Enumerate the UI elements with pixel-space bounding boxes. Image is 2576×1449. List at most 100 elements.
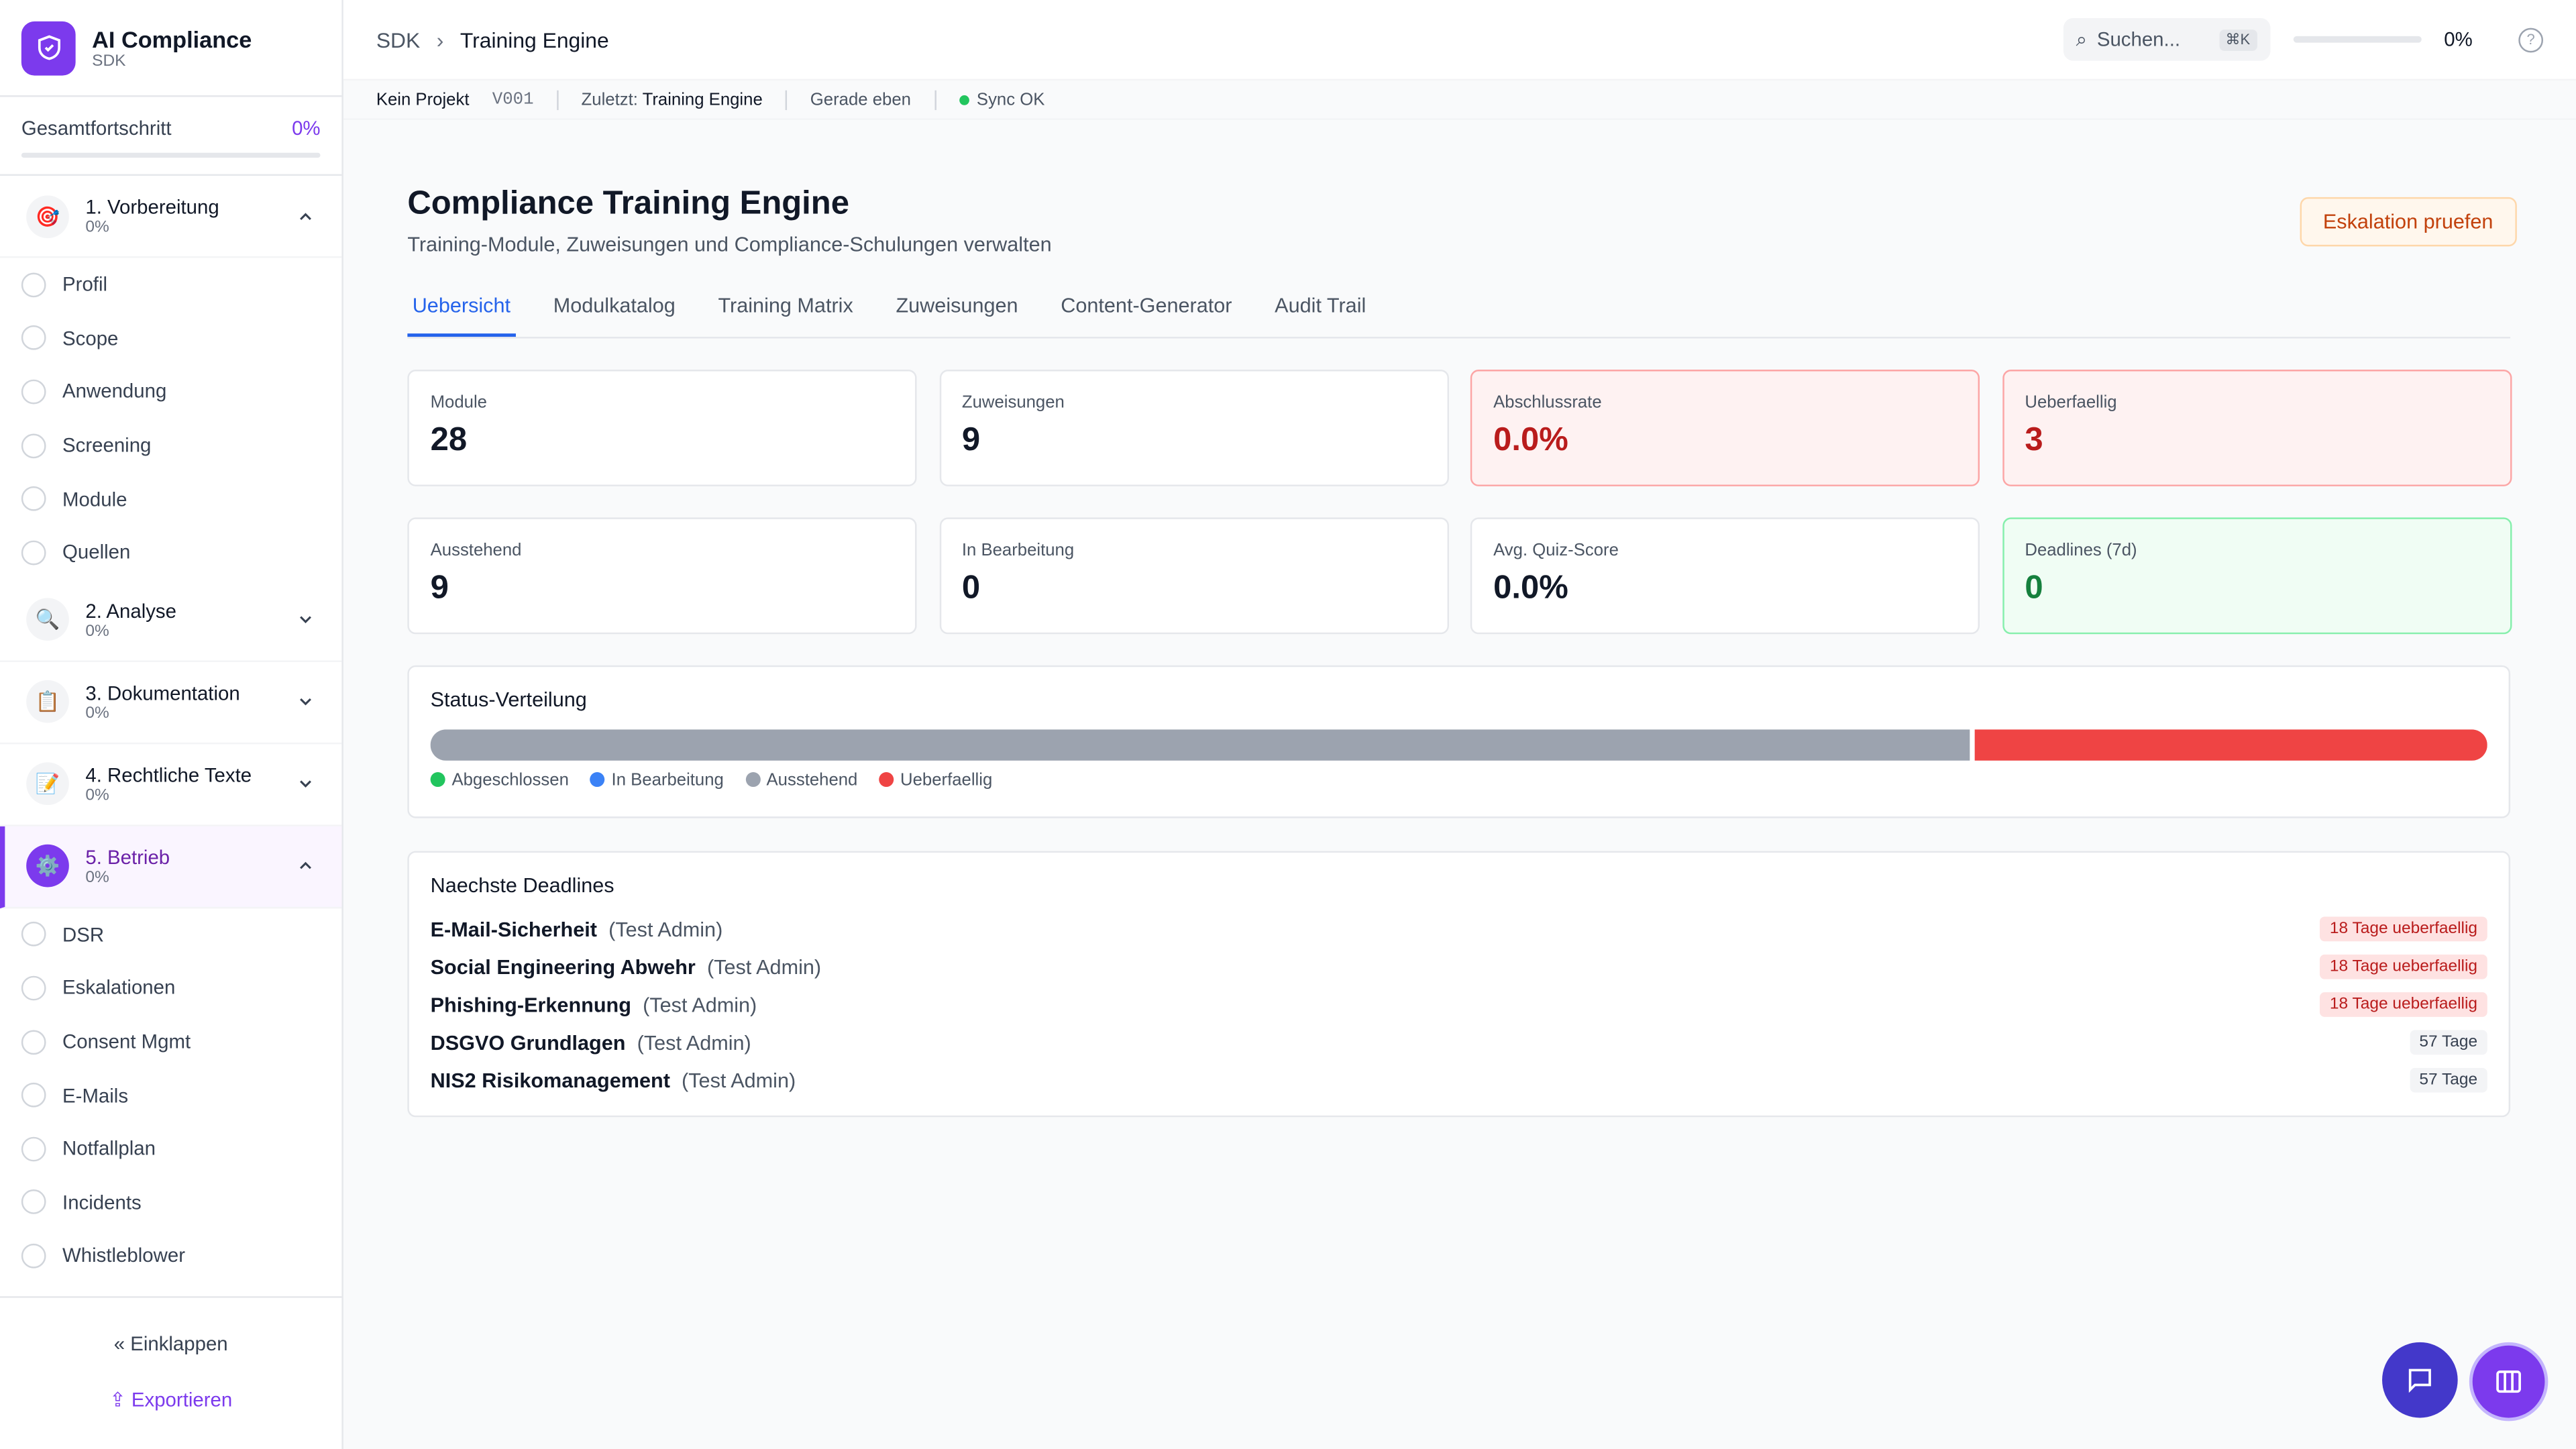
deadline-badge: 18 Tage ueberfaellig: [2320, 954, 2487, 979]
nav-item[interactable]: E-Mails: [0, 1069, 341, 1122]
user: (Test Admin): [608, 917, 723, 941]
tab[interactable]: Training Matrix: [718, 294, 853, 317]
module: Social Engineering Abwehr: [430, 955, 696, 979]
section-header[interactable]: 🎯 1. Vorbereitung 0%: [0, 176, 342, 258]
chat-button[interactable]: [2382, 1342, 2458, 1418]
brand-name: AI Compliance: [92, 25, 252, 52]
panel-button[interactable]: [2469, 1342, 2548, 1421]
tab[interactable]: Uebersicht: [407, 294, 516, 337]
deadline-row: NIS2 Risikomanagement (Test Admin) 57 Tage: [431, 1061, 2487, 1099]
deadlines-card: Naechste Deadlines E-Mail-Sicherheit (Test…: [407, 851, 2511, 1118]
stat-value: 0: [2025, 570, 2043, 606]
export-label: Exportieren: [131, 1388, 233, 1411]
nav-label: Incidents: [62, 1191, 142, 1214]
tab[interactable]: Audit Trail: [1275, 294, 1366, 317]
stat-label: Ausstehend: [430, 540, 522, 561]
main: SDK › Training Engine ⌕ Suchen... ⌘K 0%? Kein…: [343, 0, 2576, 1449]
section-progress: 0%: [85, 622, 109, 641]
nav-item[interactable]: Eskalationen: [0, 961, 341, 1015]
chevron: [300, 212, 311, 219]
shortcut: ⌘K: [2218, 28, 2257, 50]
tab[interactable]: Modulkatalog: [553, 294, 676, 317]
overall-progress: Gesamtfortschritt 0%: [0, 97, 342, 176]
help[interactable]: ?: [2518, 27, 2544, 52]
status-segment: [430, 729, 1970, 761]
section-header[interactable]: 🔍 2. Analyse 0%: [0, 579, 342, 661]
section-header[interactable]: 📝 4. Rechtliche Texte 0%: [0, 743, 342, 826]
nav-label: Quellen: [62, 541, 131, 564]
stat-card: Abschlussrate 0.0%: [1470, 370, 1980, 486]
page-subtitle: Training-Module, Zuweisungen und Complia…: [407, 233, 1052, 257]
nav-label: Screening: [62, 433, 152, 458]
search[interactable]: ⌕ Suchen... ⌘K: [2063, 17, 2270, 61]
nav-item[interactable]: DSR: [0, 908, 341, 961]
tab[interactable]: Content-Generator: [1061, 294, 1232, 317]
section-icon: 📝: [26, 762, 69, 806]
stat-value: 0: [961, 570, 981, 606]
nav-item[interactable]: Whistleblower: [0, 1229, 341, 1283]
stat-value: 0.0%: [1493, 422, 1568, 459]
legend-label: In Bearbeitung: [611, 770, 724, 790]
nav-label: E-Mails: [62, 1083, 129, 1107]
time: Gerade eben: [810, 89, 911, 109]
topbar: SDK › Training Engine ⌕ Suchen... ⌘K 0%?: [343, 0, 2576, 81]
last-label: Zuletzt:: [581, 89, 638, 109]
user: (Test Admin): [643, 993, 757, 1016]
nav-item[interactable]: Quellen: [0, 526, 341, 580]
nav-label: Whistleblower: [62, 1244, 186, 1268]
legend-item: Ausstehend: [745, 771, 857, 790]
nav-label: DSR: [62, 922, 105, 947]
statusbar: Kein Projekt V001 Zuletzt: Training Engine…: [343, 80, 2576, 120]
nav-item[interactable]: Screening: [0, 419, 341, 472]
stat-label: Abschlussrate: [1493, 392, 1602, 413]
nav-item[interactable]: Anwendung: [0, 365, 341, 419]
deadline-row: E-Mail-Sicherheit (Test Admin) 18 Tage ueb…: [431, 910, 2487, 948]
section-progress: 0%: [85, 218, 109, 237]
deadline-row: DSGVO Grundlagen (Test Admin) 57 Tage: [431, 1024, 2487, 1061]
tab[interactable]: Zuweisungen: [896, 294, 1018, 317]
section-title: 5. Betrieb: [85, 845, 170, 869]
section-header[interactable]: 📋 3. Dokumentation 0%: [0, 661, 342, 744]
breadcrumb: Training Engine: [460, 27, 609, 52]
stat-label: Module: [430, 392, 488, 413]
export-button[interactable]: ⇪ Exportieren: [109, 1388, 233, 1411]
nav-label: Module: [62, 487, 127, 511]
module: E-Mail-Sicherheit: [430, 917, 598, 941]
stat-label: Avg. Quiz-Score: [1493, 540, 1619, 561]
module: DSGVO Grundlagen: [430, 1030, 626, 1055]
card-title: Naechste Deadlines: [430, 873, 614, 898]
nav-item[interactable]: Scope: [0, 311, 341, 365]
stat-label: Ueberfaellig: [2025, 392, 2117, 413]
section-title: 4. Rechtliche Texte: [85, 763, 252, 786]
stat-card: Module 28: [407, 370, 917, 486]
nav-item[interactable]: Module: [0, 472, 341, 526]
chevron: [300, 780, 311, 788]
escalation-button[interactable]: Eskalation pruefen: [2300, 197, 2516, 247]
sidebar: AI Compliance SDK Gesamtfortschritt 0% 🎯 1. V…: [0, 0, 343, 1449]
tabs: Uebersicht Modulkatalog Training Matrix Zuw…: [407, 294, 2511, 339]
brand-sub: SDK: [92, 52, 126, 70]
section-header[interactable]: ⚙️ 5. Betrieb 0%: [0, 825, 342, 908]
nav-label: Profil: [62, 273, 108, 297]
user: (Test Admin): [706, 955, 822, 979]
collapse-button[interactable]: « Einklappen: [113, 1332, 228, 1356]
nav-item[interactable]: Notfallplan: [0, 1122, 341, 1176]
breadcrumb: SDK: [376, 27, 421, 52]
chevron: [300, 698, 311, 706]
module: Phishing-Erkennung: [430, 993, 631, 1016]
legend-label: Abgeschlossen: [451, 770, 569, 790]
section-title: 3. Dokumentation: [85, 681, 240, 704]
deadline-badge: 57 Tage: [2409, 1030, 2487, 1055]
section-progress: 0%: [85, 704, 109, 722]
stat-value: 3: [2025, 422, 2043, 459]
brand: AI Compliance SDK: [0, 0, 342, 97]
nav-item[interactable]: Profil: [0, 258, 341, 311]
nav-item[interactable]: Consent Mgmt: [0, 1015, 341, 1069]
stat-card: Ueberfaellig 3: [2002, 370, 2512, 486]
progress-bar: [21, 152, 321, 158]
project: Kein Projekt: [376, 89, 470, 109]
deadline-badge: 18 Tage ueberfaellig: [2320, 992, 2487, 1017]
search-placeholder: Suchen...: [2096, 28, 2181, 51]
nav-item[interactable]: Incidents: [0, 1175, 341, 1229]
